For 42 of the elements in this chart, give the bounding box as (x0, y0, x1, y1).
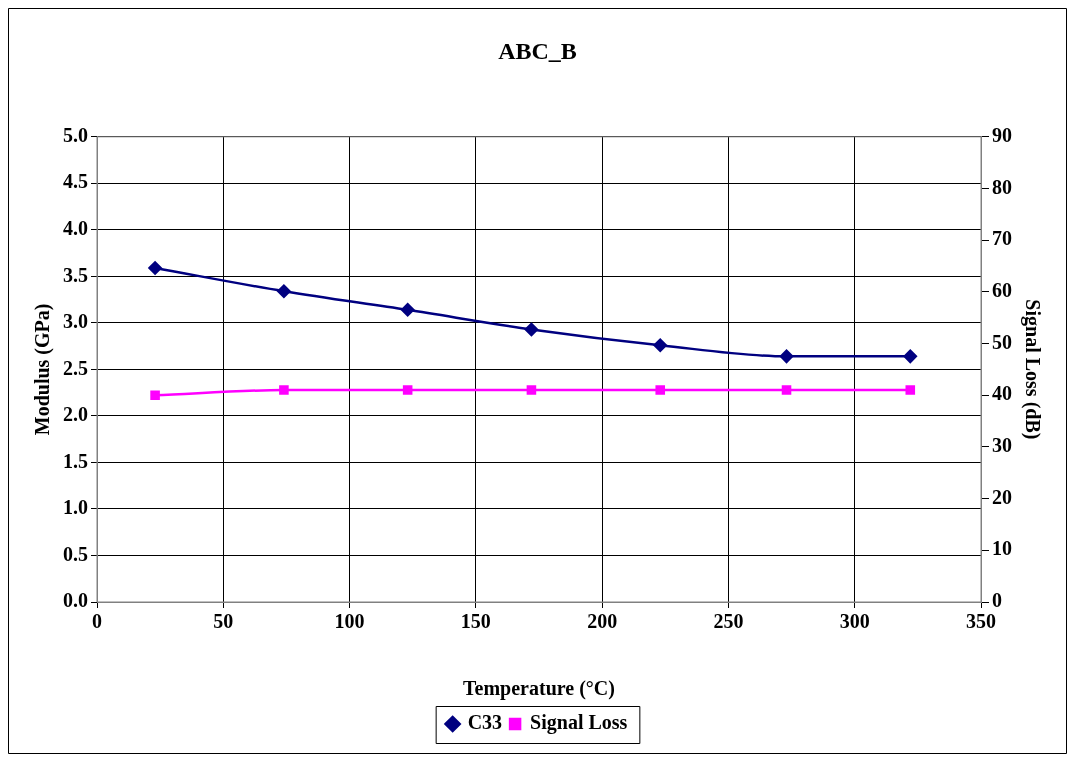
point (524, 322, 539, 337)
x-tick-label: 150 (460, 610, 491, 633)
y2-tick-label: 20 (992, 485, 1012, 508)
y-tick-label: 0.0 (63, 589, 88, 612)
y-axis-title: Modulus (GPa) (31, 303, 55, 436)
y2-tick-label: 50 (992, 330, 1012, 353)
y-tick-label: 2.0 (63, 403, 88, 426)
point (400, 303, 415, 317)
x-tick-label: 300 (839, 610, 870, 633)
x-tick-label: 0 (92, 610, 102, 633)
x-tick-label: 350 (966, 610, 996, 633)
x-axis-title: Temperature (°C) (463, 677, 615, 701)
legend-label: C33 (467, 711, 503, 734)
chart-title: ABC_B (498, 37, 577, 64)
point (903, 349, 918, 364)
y-tick-label: 1.0 (63, 496, 88, 519)
y-tick-label: 5.0 (63, 123, 88, 146)
y2-tick-label: 80 (992, 175, 1012, 198)
point (779, 349, 794, 364)
x-tick-label: 250 (713, 610, 744, 633)
y-tick-label: 4.0 (63, 217, 88, 240)
x-tick-label: 200 (587, 610, 618, 633)
y-tick-label: 3.5 (63, 263, 88, 286)
y-tick-label: 1.5 (63, 449, 88, 472)
x-tick-label: 100 (334, 610, 365, 633)
y2-axis-title: Signal Loss (dB) (1020, 299, 1044, 440)
y-tick-label: 0.5 (63, 542, 88, 565)
y2-tick-label: 0 (992, 589, 1002, 612)
y2-tick-label: 40 (992, 382, 1012, 405)
point (277, 284, 291, 298)
point (148, 261, 162, 275)
y2-tick-label: 10 (992, 537, 1012, 560)
y-tick-label: 2.5 (63, 356, 88, 379)
y-tick-label: 4.5 (63, 170, 88, 193)
point (653, 338, 667, 352)
y-tick-label: 3.0 (63, 310, 88, 333)
y2-tick-label: 30 (992, 434, 1012, 457)
legend-label: Signal Loss (530, 711, 628, 735)
x-tick-label: 50 (213, 610, 234, 633)
y2-tick-label: 60 (992, 279, 1012, 302)
y2-tick-label: 90 (992, 123, 1012, 146)
y2-tick-label: 70 (992, 227, 1012, 250)
